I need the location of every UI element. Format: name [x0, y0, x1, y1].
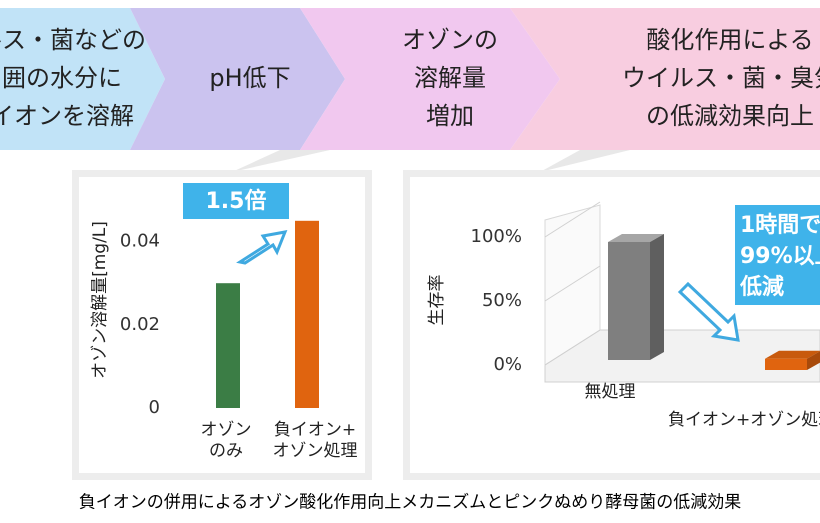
x-tick-label: オゾン — [201, 420, 252, 440]
flow-text: 囲の水分に — [2, 64, 122, 92]
y-tick-label: 0 — [149, 397, 160, 418]
arrow — [677, 281, 740, 342]
flow-text: 溶解量 — [414, 64, 486, 92]
annotation: 99%以上 — [740, 244, 820, 269]
flow-shape — [0, 8, 165, 150]
arrow — [236, 230, 288, 265]
y-axis-label: 生存率 — [427, 275, 447, 326]
annotation: 1時間で — [740, 213, 820, 238]
bar — [216, 283, 240, 408]
annotation-box — [735, 205, 820, 305]
x-tick-label: のみ — [209, 441, 243, 461]
x-tick-label: 負イオン+ — [274, 420, 356, 440]
bar — [765, 358, 807, 370]
annotation: 1.5倍 — [206, 188, 267, 214]
y-tick-label: 0.02 — [120, 314, 160, 335]
flow-text: 酸化作用による — [646, 26, 813, 54]
grid-line — [544, 329, 601, 366]
x-tick-label: 負イオン+オゾン処理 — [668, 410, 820, 430]
flow-text: ウイルス・菌・臭気 — [622, 64, 820, 92]
y-tick-label: 50% — [482, 290, 522, 311]
y-axis-label: オゾン溶解量[mg/L] — [90, 221, 110, 379]
bar-top — [608, 234, 664, 242]
bar-side — [650, 234, 664, 360]
bar — [608, 242, 650, 360]
bar — [295, 220, 319, 408]
callout-tail — [232, 150, 330, 172]
caption: 負イオンの併用によるオゾン酸化作用向上メカニズムとピンクぬめり酵母菌の低減効果 — [79, 493, 742, 513]
flow-text: 増加 — [426, 102, 474, 130]
y-tick-label: 0% — [493, 354, 522, 375]
grid-line — [544, 265, 601, 302]
y-tick-label: 100% — [471, 226, 522, 247]
callout-tail — [540, 150, 630, 172]
flow-text: イオンを溶解 — [0, 102, 134, 130]
bar-side — [807, 351, 820, 370]
annotation: 低減 — [739, 275, 784, 300]
x-tick-label: 無処理 — [585, 382, 636, 402]
x-tick-label: オゾン処理 — [273, 441, 358, 461]
bar-top — [765, 350, 820, 359]
flow-text: の低減効果向上 — [646, 102, 814, 130]
annotation-box — [183, 183, 289, 219]
y-tick-label: 0.04 — [120, 231, 160, 252]
flow-shape — [300, 8, 560, 150]
flow-text: オゾンの — [402, 26, 498, 54]
flow-shape — [130, 8, 345, 150]
grid-line — [544, 201, 601, 238]
flow-text: ルス・菌などの — [0, 26, 146, 54]
flow-text: pH低下 — [209, 64, 290, 92]
flow-shape — [510, 8, 820, 150]
